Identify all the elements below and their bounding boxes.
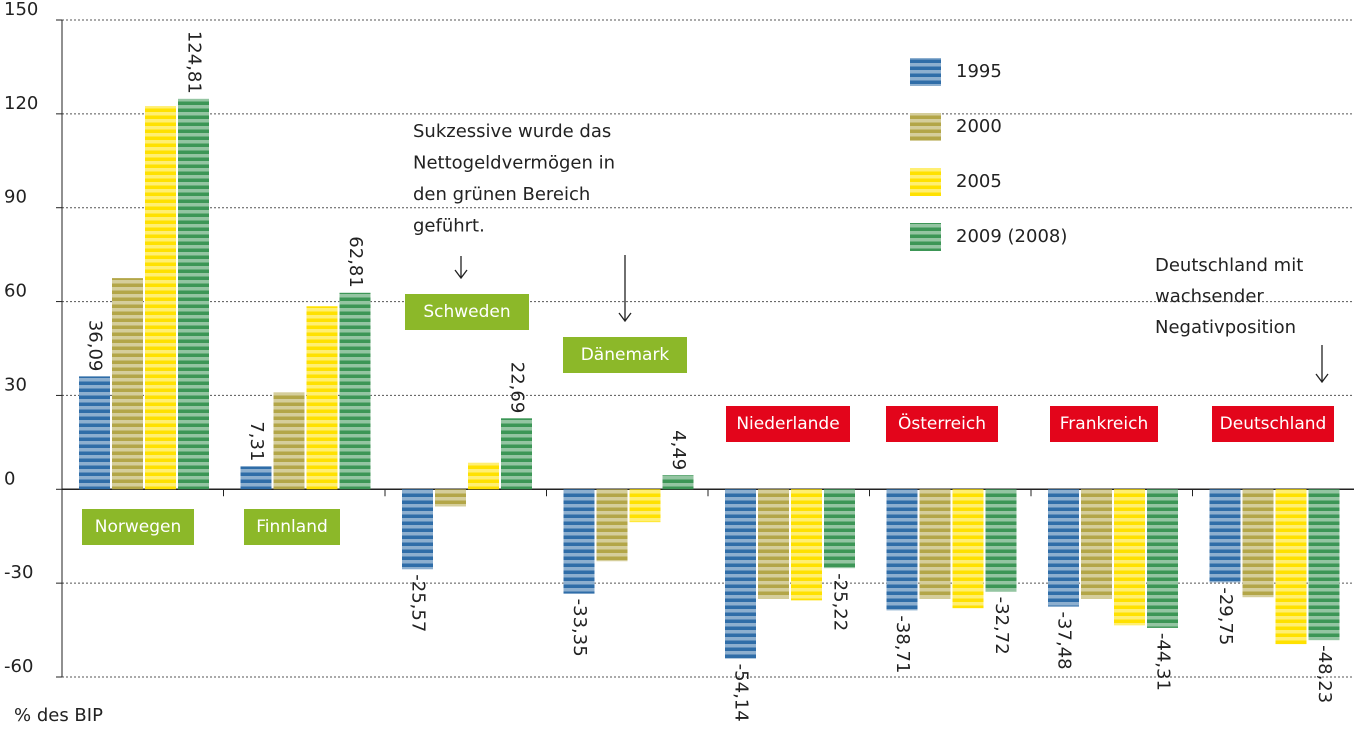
category-box bbox=[244, 509, 340, 545]
bar bbox=[985, 489, 1017, 592]
value-label: -38,71 bbox=[892, 615, 913, 673]
annotation: Nettogeldvermögen in bbox=[413, 153, 615, 174]
y-tick-label: 90 bbox=[4, 187, 27, 208]
bar bbox=[306, 306, 338, 490]
value-label: 62,81 bbox=[345, 236, 366, 288]
category-box bbox=[726, 406, 850, 442]
category-box bbox=[82, 509, 194, 545]
bar bbox=[1275, 489, 1307, 645]
bar bbox=[1308, 489, 1340, 641]
bar bbox=[886, 489, 918, 611]
annotation: Negativposition bbox=[1155, 317, 1296, 338]
category-label: Norwegen bbox=[95, 517, 182, 537]
y-tick-label: 120 bbox=[4, 93, 38, 114]
bar bbox=[791, 489, 822, 601]
y-tick-label: 0 bbox=[4, 468, 15, 489]
bar bbox=[435, 489, 466, 507]
bar bbox=[1209, 489, 1241, 583]
value-label: 22,69 bbox=[507, 362, 528, 414]
bar bbox=[468, 462, 499, 490]
bar bbox=[1048, 489, 1079, 607]
value-label: -25,22 bbox=[830, 573, 851, 631]
bar bbox=[563, 489, 595, 594]
bar bbox=[629, 489, 661, 523]
y-tick-label: 30 bbox=[4, 374, 27, 395]
category-box bbox=[1050, 406, 1158, 442]
y-tick-label: -30 bbox=[4, 562, 33, 583]
category-label: Finnland bbox=[256, 517, 328, 537]
annotation: den grünen Bereich bbox=[413, 184, 590, 205]
bar bbox=[240, 466, 272, 490]
legend-label: 2005 bbox=[956, 171, 1002, 192]
legend-swatch bbox=[910, 58, 941, 86]
legend-swatch bbox=[910, 223, 941, 251]
value-label: 4,49 bbox=[668, 430, 689, 470]
value-label: -33,35 bbox=[569, 599, 590, 657]
bar bbox=[1114, 489, 1145, 626]
value-label: -54,14 bbox=[731, 664, 752, 722]
y-tick-label: 150 bbox=[4, 0, 38, 20]
annotation: wachsender bbox=[1155, 286, 1264, 307]
annotation: Deutschland mit bbox=[1155, 255, 1303, 276]
category-box bbox=[1212, 406, 1334, 442]
legend-label: 2000 bbox=[956, 116, 1002, 137]
legend-label: 1995 bbox=[956, 61, 1002, 82]
value-label: 7,31 bbox=[246, 421, 267, 461]
bar bbox=[725, 489, 756, 659]
bar bbox=[1147, 489, 1178, 628]
bar bbox=[273, 392, 305, 490]
arrow bbox=[1315, 345, 1329, 384]
legend-swatch bbox=[910, 113, 941, 141]
bar bbox=[112, 278, 143, 490]
category-label: Dänemark bbox=[581, 345, 670, 365]
bar bbox=[824, 489, 855, 569]
bar bbox=[145, 106, 176, 490]
arrow bbox=[618, 255, 632, 323]
bar bbox=[919, 489, 951, 599]
annotation: geführt. bbox=[413, 216, 485, 237]
bar bbox=[501, 418, 532, 490]
category-label: Österreich bbox=[898, 412, 986, 434]
value-label: 124,81 bbox=[184, 31, 205, 94]
category-label: Frankreich bbox=[1060, 414, 1149, 434]
category-label: Deutschland bbox=[1220, 414, 1327, 434]
bar bbox=[1081, 489, 1112, 599]
value-label: -29,75 bbox=[1215, 587, 1236, 645]
y-tick-label: -60 bbox=[4, 656, 33, 677]
category-box bbox=[563, 337, 687, 373]
bar bbox=[758, 489, 789, 599]
bar bbox=[952, 489, 984, 609]
category-label: Schweden bbox=[423, 302, 510, 322]
category-label: Niederlande bbox=[736, 414, 839, 434]
value-label: -48,23 bbox=[1314, 645, 1335, 703]
bar bbox=[662, 475, 694, 490]
annotation: Sukzessive wurde das bbox=[413, 121, 611, 142]
bar bbox=[596, 489, 628, 562]
y-axis-label: % des BIP bbox=[14, 705, 103, 726]
legend-label: 2009 (2008) bbox=[956, 226, 1067, 247]
y-tick-label: 60 bbox=[4, 281, 27, 302]
category-box bbox=[405, 294, 529, 330]
bar bbox=[339, 292, 371, 490]
value-label: 36,09 bbox=[85, 320, 106, 372]
legend-swatch bbox=[910, 168, 941, 196]
value-label: -32,72 bbox=[991, 597, 1012, 655]
category-box bbox=[886, 406, 998, 442]
annotation-arrows bbox=[454, 255, 1329, 384]
arrow bbox=[454, 256, 468, 280]
bar bbox=[178, 98, 209, 490]
value-label: -37,48 bbox=[1054, 612, 1075, 670]
bar bbox=[402, 489, 433, 570]
bar bbox=[1242, 489, 1274, 598]
value-label: -25,57 bbox=[408, 574, 429, 632]
value-label: -44,31 bbox=[1153, 633, 1174, 691]
bar bbox=[79, 376, 110, 490]
